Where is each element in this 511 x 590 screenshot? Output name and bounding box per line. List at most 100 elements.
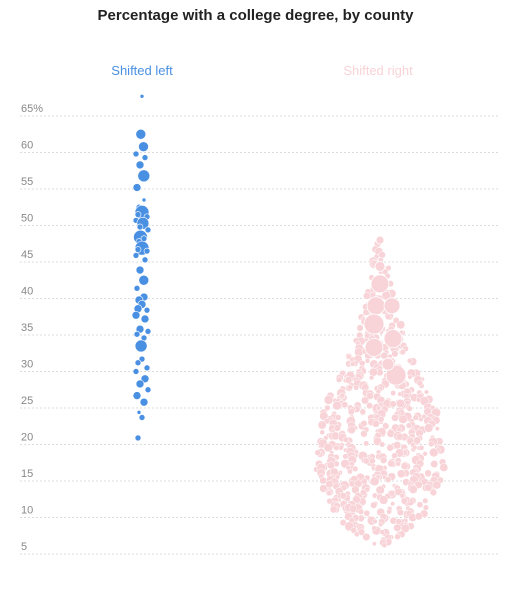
y-tick-label: 45 <box>21 249 33 261</box>
shifted-left-point <box>141 197 147 203</box>
shifted-left-point <box>132 368 140 375</box>
shifted-left-point <box>140 374 150 384</box>
group-label-shifted-left: Shifted left <box>111 63 173 78</box>
shifted-left-point <box>144 328 152 335</box>
shifted-left-point <box>141 256 149 264</box>
shifted-right-point <box>347 408 355 416</box>
shifted-right-point <box>389 400 397 408</box>
shifted-right-point <box>394 487 403 496</box>
y-tick-label: 20 <box>21 432 33 444</box>
shifted-right-point <box>319 476 327 485</box>
shifted-right-point <box>347 425 356 435</box>
shifted-right-point <box>395 461 401 467</box>
shifted-right-point <box>434 426 440 432</box>
shifted-right-point <box>380 456 388 464</box>
shifted-right-point <box>384 476 392 483</box>
shifted-left-point <box>144 386 152 394</box>
shifted-right-point <box>353 384 360 391</box>
shifted-left-point <box>133 284 141 292</box>
shifted-right-point <box>387 459 395 468</box>
shifted-right-point <box>359 408 367 416</box>
shifted-right-point <box>377 416 385 423</box>
shifted-right-point <box>383 329 403 349</box>
shifted-right-point <box>350 361 356 367</box>
shifted-left-point <box>138 274 150 286</box>
shifted-right-point <box>378 521 384 527</box>
shifted-left-point <box>135 379 145 389</box>
shifted-right-point <box>363 509 371 517</box>
shifted-right-point <box>395 399 406 409</box>
shifted-right-point <box>378 495 389 505</box>
shifted-right-point <box>407 374 413 380</box>
shifted-right-point <box>360 420 368 427</box>
shifted-right-point <box>382 422 390 430</box>
shifted-right-point <box>394 533 401 540</box>
shifted-left-points <box>131 93 152 442</box>
shifted-right-point <box>424 469 432 477</box>
shifted-right-point <box>378 251 386 259</box>
shifted-right-point <box>324 404 331 412</box>
shifted-right-point <box>342 453 349 460</box>
shifted-left-point <box>143 364 151 372</box>
shifted-right-point <box>333 444 340 451</box>
y-tick-label: 65% <box>21 103 43 115</box>
shifted-left-point <box>131 310 141 320</box>
shifted-right-point <box>370 274 390 294</box>
shifted-right-point <box>416 501 424 509</box>
shifted-right-point <box>375 485 385 495</box>
shifted-right-point <box>363 440 370 447</box>
shifted-right-point <box>391 413 399 422</box>
shifted-right-point <box>334 414 342 421</box>
y-tick-label: 15 <box>21 468 33 480</box>
shifted-left-point <box>139 93 145 99</box>
y-tick-label: 40 <box>21 286 33 298</box>
y-tick-label: 50 <box>21 213 33 225</box>
shifted-right-point <box>405 422 412 429</box>
shifted-right-point <box>360 430 368 438</box>
shifted-right-point <box>412 445 418 451</box>
shifted-right-point <box>317 420 327 430</box>
shifted-right-point <box>396 509 404 516</box>
shifted-left-point <box>137 169 151 183</box>
shifted-right-point <box>432 480 442 490</box>
shifted-right-point <box>366 402 374 410</box>
shifted-right-point <box>429 488 438 497</box>
shifted-left-point <box>144 226 152 234</box>
shifted-right-point <box>361 396 370 405</box>
shifted-right-point <box>372 518 378 525</box>
shifted-right-point <box>386 508 392 515</box>
shifted-right-point <box>422 497 429 504</box>
shifted-right-point <box>418 416 424 422</box>
shifted-left-point <box>134 246 142 253</box>
shifted-right-point <box>408 484 418 494</box>
shifted-right-point <box>424 483 433 492</box>
y-tick-label: 30 <box>21 359 33 371</box>
y-tick-label: 60 <box>21 140 33 152</box>
shifted-right-point <box>366 296 386 316</box>
shifted-right-point <box>406 405 413 412</box>
shifted-right-point <box>381 357 395 371</box>
shifted-right-point <box>349 504 358 513</box>
group-label-shifted-right: Shifted right <box>343 63 413 78</box>
shifted-left-point <box>140 314 150 324</box>
shifted-right-point <box>439 463 449 472</box>
shifted-right-point <box>414 512 423 521</box>
shifted-left-point <box>134 434 142 442</box>
shifted-left-point <box>141 154 149 161</box>
y-tick-label: 5 <box>21 541 27 553</box>
shifted-right-point <box>363 292 371 300</box>
shifted-right-point <box>393 523 402 532</box>
shifted-right-point <box>341 401 349 409</box>
shifted-left-point <box>135 128 147 140</box>
shifted-right-point <box>424 423 434 433</box>
shifted-right-point <box>364 338 384 357</box>
shifted-right-point <box>326 497 333 505</box>
shifted-right-point <box>385 364 407 386</box>
shifted-left-point <box>132 391 142 400</box>
shifted-right-point <box>352 465 359 472</box>
shifted-right-point <box>370 501 378 509</box>
shifted-right-point <box>368 374 375 381</box>
shifted-right-point <box>356 324 364 332</box>
shifted-left-point <box>133 330 141 338</box>
